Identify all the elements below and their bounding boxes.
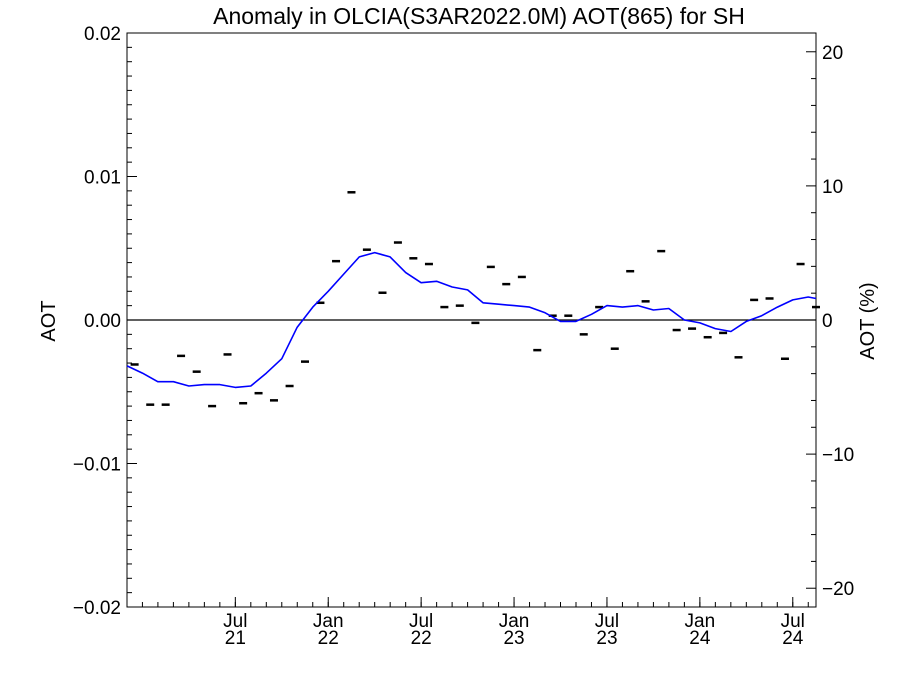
- x-tick-month-label: Jul: [595, 611, 619, 632]
- y-tick-label: −0.02: [73, 598, 121, 619]
- y-tick-label: 0.00: [84, 311, 121, 332]
- y2-axis-label: AOT (%): [857, 282, 879, 359]
- x-tick-year-label: 21: [225, 628, 246, 649]
- y-axis-label: AOT: [38, 300, 60, 341]
- axes-layer: [126, 32, 817, 608]
- y-tick-label: 0.01: [84, 168, 121, 189]
- chart-title: Anomaly in OLCIA(S3AR2022.0M) AOT(865) f…: [213, 3, 745, 29]
- y2-tick-label: 20: [822, 43, 843, 64]
- x-tick-year-label: 22: [318, 628, 339, 649]
- x-tick-month-label: Jul: [409, 611, 433, 632]
- y2-tick-label: −20: [822, 579, 854, 600]
- x-tick-month-label: Jul: [781, 611, 805, 632]
- data-layer: [126, 191, 820, 408]
- y2-tick-label: 10: [822, 177, 843, 198]
- running-mean-line: [126, 251, 817, 389]
- x-tick-month-label: Jan: [685, 611, 716, 632]
- x-tick-year-label: 23: [503, 628, 524, 649]
- y-tick-label: −0.01: [73, 455, 121, 476]
- x-tick-year-label: 22: [411, 628, 432, 649]
- y-tick-label: 0.02: [84, 24, 121, 45]
- y2-tick-label: −10: [822, 445, 854, 466]
- x-tick-year-label: 23: [596, 628, 617, 649]
- x-tick-month-label: Jan: [313, 611, 344, 632]
- x-tick-year-label: 24: [689, 628, 711, 649]
- x-tick-year-label: 24: [782, 628, 804, 649]
- x-tick-month-label: Jan: [499, 611, 530, 632]
- y2-tick-label: 0: [822, 311, 833, 332]
- x-tick-month-label: Jul: [223, 611, 247, 632]
- tick-labels-layer: 0.020.010.00−0.01−0.0220100−10−20Jul21Ja…: [73, 24, 854, 649]
